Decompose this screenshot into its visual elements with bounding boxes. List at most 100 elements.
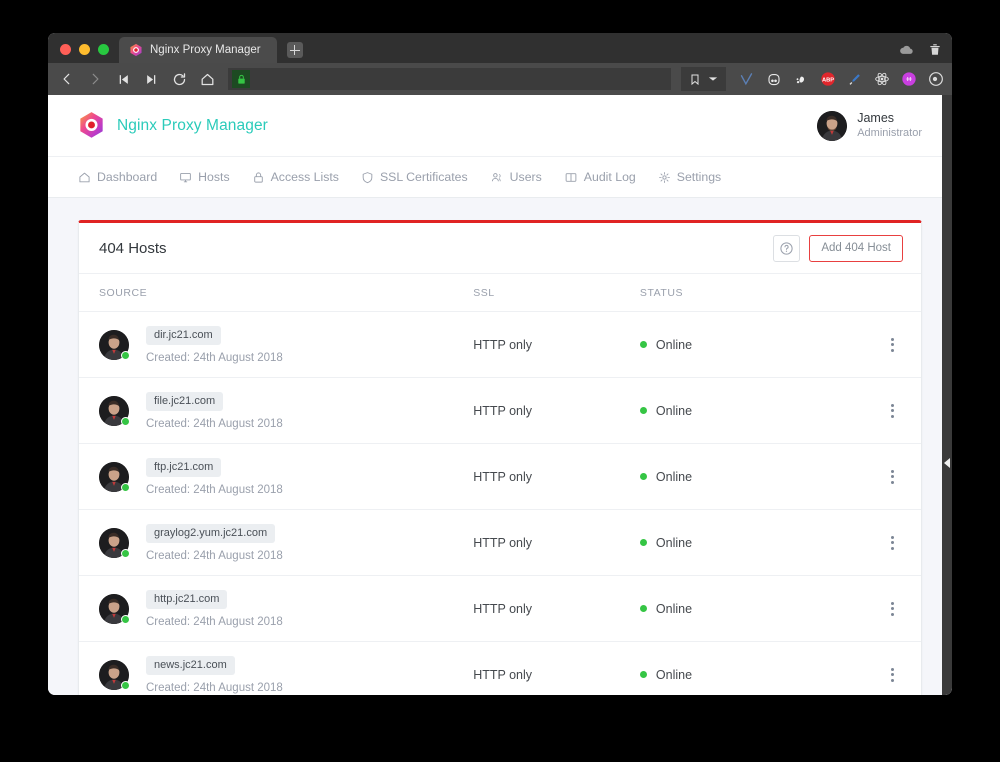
user-info: James Administrator	[857, 111, 922, 141]
domain-tag[interactable]: ftp.jc21.com	[146, 458, 222, 477]
back-icon[interactable]	[54, 67, 80, 91]
cell-status: Online	[639, 443, 864, 510]
address-bar[interactable]	[228, 68, 671, 90]
skip-forward-icon[interactable]	[138, 67, 164, 91]
question-circle-icon	[780, 241, 793, 255]
nav-item-users[interactable]: Users	[490, 170, 542, 184]
cell-actions	[863, 377, 921, 444]
ssl-value: HTTP only	[473, 601, 533, 616]
nav-item-ssl-certificates[interactable]: SSL Certificates	[361, 170, 468, 184]
avatar	[99, 329, 130, 360]
row-menu-button[interactable]	[863, 667, 921, 682]
table-row[interactable]: news.jc21.com Created: 24th August 2018 …	[79, 641, 921, 695]
status-dot	[121, 680, 130, 690]
violet-circle-icon[interactable]	[900, 71, 917, 88]
table-row[interactable]: dir.jc21.com Created: 24th August 2018 H…	[79, 311, 921, 378]
status-badge: Online	[639, 338, 863, 352]
add-404-host-button[interactable]: Add 404 Host	[809, 234, 903, 262]
table-row[interactable]: file.jc21.com Created: 24th August 2018 …	[79, 377, 921, 444]
nav-label: Access Lists	[270, 170, 339, 184]
table-row[interactable]: graylog2.yum.jc21.com Created: 24th Augu…	[79, 509, 921, 576]
nav-item-hosts[interactable]: Hosts	[179, 170, 230, 184]
users-icon	[491, 172, 501, 181]
cell-ssl: HTTP only	[473, 509, 640, 576]
sidebar-rail[interactable]	[942, 95, 952, 695]
home-icon[interactable]	[194, 67, 220, 91]
monitor-icon	[180, 172, 192, 182]
brand[interactable]: Nginx Proxy Manager	[78, 111, 268, 140]
status-dot-icon	[639, 473, 647, 480]
cloud-icon[interactable]	[899, 42, 914, 57]
nav-item-dashboard[interactable]: Dashboard	[78, 170, 157, 184]
eyedropper-icon[interactable]	[846, 71, 863, 88]
expand-sidebar-arrow-icon[interactable]	[944, 458, 950, 468]
hosts-table: SOURCE SSL STATUS	[79, 274, 921, 695]
cell-actions	[863, 575, 921, 642]
row-menu-button[interactable]	[863, 535, 921, 550]
adblock-plus-icon[interactable]: ABP	[819, 71, 836, 88]
web-page: Nginx Proxy Manager James Administrato	[48, 95, 952, 695]
new-tab-button[interactable]	[286, 42, 303, 58]
forward-icon[interactable]	[82, 67, 108, 91]
row-menu-button[interactable]	[863, 403, 921, 418]
created-date: Created: 24th August 2018	[146, 616, 283, 628]
domain-tag[interactable]: file.jc21.com	[146, 392, 224, 411]
close-window-button[interactable]	[60, 44, 71, 55]
table-row[interactable]: ftp.jc21.com Created: 24th August 2018 H…	[79, 443, 921, 510]
gnome-foot-icon[interactable]	[792, 71, 809, 88]
status-dot-icon	[639, 671, 647, 678]
table-row[interactable]: http.jc21.com Created: 24th August 2018 …	[79, 575, 921, 642]
reload-icon[interactable]	[166, 67, 192, 91]
status-dot-icon	[639, 539, 647, 546]
help-button[interactable]	[773, 234, 801, 262]
raccoon-icon[interactable]	[765, 71, 782, 88]
nav-item-settings[interactable]: Settings	[658, 170, 721, 184]
domain-tag[interactable]: graylog2.yum.jc21.com	[146, 524, 276, 543]
nav-label: SSL Certificates	[379, 170, 468, 184]
extension-icons: ABP	[728, 71, 944, 88]
source-info: graylog2.yum.jc21.com Created: 24th Augu…	[146, 523, 283, 562]
ssl-value: HTTP only	[473, 337, 533, 352]
avatar	[99, 395, 130, 426]
status-badge: Online	[639, 470, 863, 484]
maximize-window-button[interactable]	[98, 44, 109, 55]
domain-tag[interactable]: dir.jc21.com	[146, 326, 221, 345]
status-label: Online	[655, 601, 693, 616]
row-menu-button[interactable]	[863, 469, 921, 484]
row-menu-button[interactable]	[863, 337, 921, 352]
status-dot-icon	[639, 341, 647, 348]
info-circle-icon[interactable]	[927, 71, 944, 88]
cell-ssl: HTTP only	[473, 575, 640, 642]
bookmark-controls	[681, 67, 726, 91]
trash-icon[interactable]	[928, 42, 942, 57]
browser-tab-bar: Nginx Proxy Manager	[48, 33, 952, 63]
nav-label: Dashboard	[97, 170, 158, 184]
status-dot-icon	[639, 407, 647, 414]
bookmark-icon[interactable]	[689, 73, 701, 86]
checkmark-icon[interactable]	[738, 71, 755, 88]
cell-actions	[863, 641, 921, 695]
nav-item-access-lists[interactable]: Access Lists	[252, 170, 339, 184]
react-icon[interactable]	[873, 71, 890, 88]
nav-label: Settings	[676, 170, 722, 184]
chevron-down-icon[interactable]	[708, 75, 718, 83]
ssl-value: HTTP only	[473, 403, 533, 418]
avatar	[817, 110, 848, 141]
domain-tag[interactable]: news.jc21.com	[146, 656, 235, 675]
nav-label: Audit Log	[583, 170, 636, 184]
cell-source: file.jc21.com Created: 24th August 2018	[79, 377, 474, 444]
user-menu[interactable]: James Administrator	[817, 110, 922, 141]
browser-tab[interactable]: Nginx Proxy Manager	[119, 37, 277, 63]
hosts-card: 404 Hosts Add 404 Host	[78, 220, 922, 695]
domain-tag[interactable]: http.jc21.com	[146, 590, 228, 609]
minimize-window-button[interactable]	[79, 44, 90, 55]
cell-ssl: HTTP only	[473, 377, 640, 444]
tabbar-right-icons	[899, 42, 942, 57]
row-menu-button[interactable]	[863, 601, 921, 616]
column-header-actions	[863, 274, 921, 312]
skip-back-icon[interactable]	[110, 67, 136, 91]
nav-item-audit-log[interactable]: Audit Log	[564, 170, 636, 184]
status-badge: Online	[639, 668, 863, 682]
browser-window: Nginx Proxy Manager	[48, 33, 952, 695]
status-badge: Online	[639, 601, 863, 616]
